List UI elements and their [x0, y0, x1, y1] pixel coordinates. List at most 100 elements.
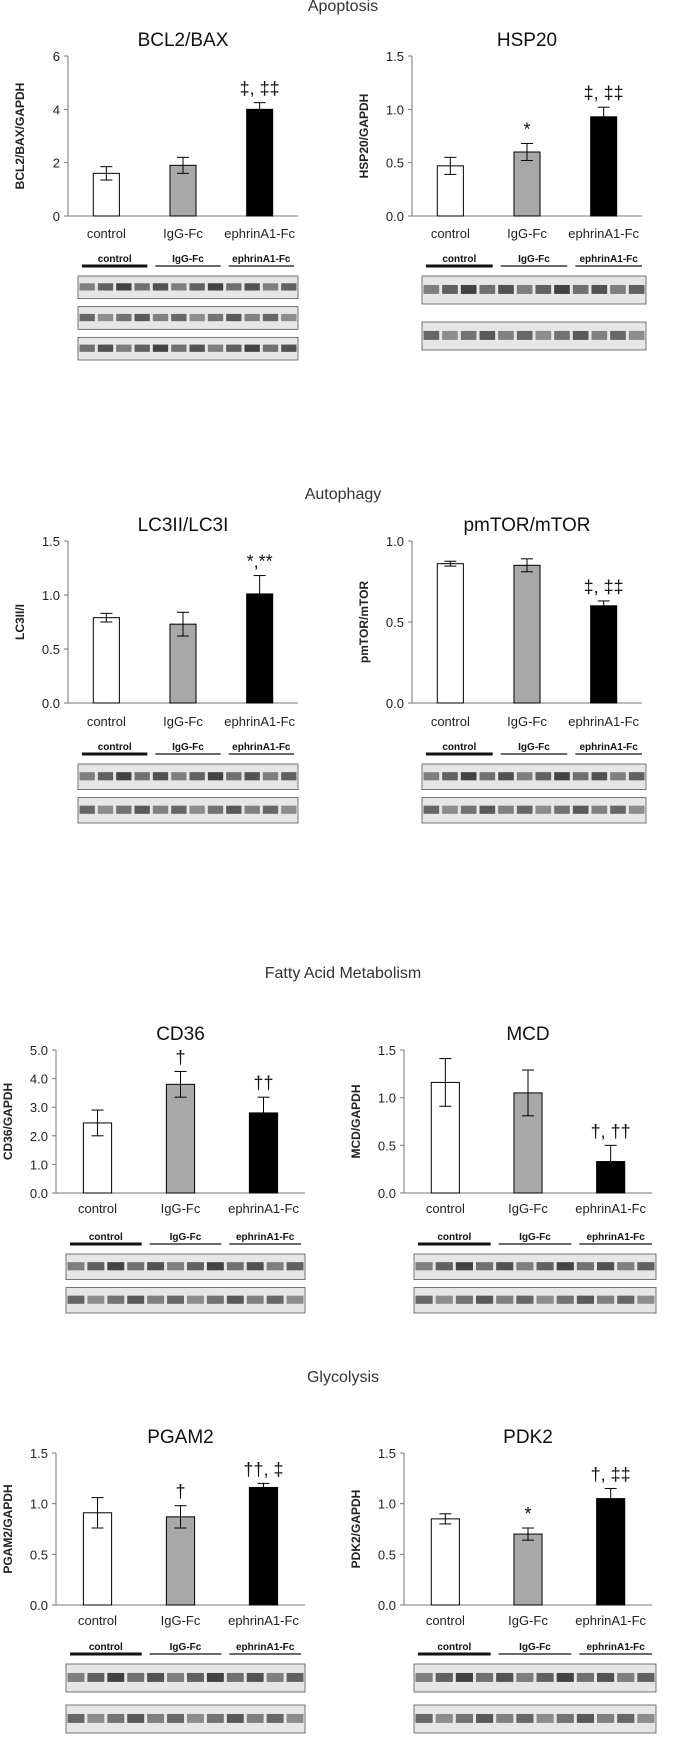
chart-4-blot-band	[67, 1295, 85, 1304]
chart-0-blot-band	[116, 344, 132, 352]
chart-0-category-2: ephrinA1-Fc	[224, 226, 295, 241]
chart-0-blot-band	[244, 344, 260, 352]
chart-5-blot-band	[516, 1295, 534, 1304]
chart-1-blot-lane-label-2: ephrinA1-Fc	[579, 254, 638, 265]
chart-7-category-1: IgG-Fc	[508, 1613, 548, 1628]
chart-4-blot-band	[286, 1295, 304, 1304]
chart-0-ytick-label-2: 4	[53, 102, 60, 117]
chart-4-ytick-label-5: 5.0	[30, 1043, 48, 1058]
chart-6-blot-band	[147, 1713, 165, 1723]
chart-7-blot-band	[617, 1672, 635, 1682]
chart-1-blot-band	[479, 284, 496, 294]
chart-5-blot-strip-bg-1	[413, 1287, 657, 1314]
chart-7-blot-lane-label-2: ephrinA1-Fc	[586, 1642, 645, 1653]
chart-4-title: CD36	[156, 1024, 205, 1045]
chart-6-blot-band	[266, 1672, 284, 1682]
chart-0-blot-lane-label-1: IgG-Fc	[172, 254, 204, 265]
chart-5-blot-lane-label-2: ephrinA1-Fc	[586, 1232, 645, 1243]
chart-0-blot-band	[207, 313, 224, 322]
chart-1-bar-1	[513, 151, 541, 217]
chart-6-blot-band	[286, 1672, 304, 1682]
chart-6-blot-band	[107, 1713, 125, 1723]
chart-4-blot-band	[127, 1262, 145, 1271]
chart-2-category-0: control	[87, 714, 126, 729]
chart-5-ytick-label-2: 1.0	[378, 1091, 396, 1106]
chart-3-blot-band	[572, 805, 589, 814]
chart-5-blot-band	[415, 1262, 433, 1271]
chart-1-blot-lane-label-0: control	[442, 254, 476, 265]
chart-0-blot-band	[281, 283, 297, 291]
chart-4-bar-1	[165, 1083, 196, 1194]
chart-2-blot-band	[281, 805, 297, 814]
chart-7-blot-lane-label-0: control	[437, 1642, 471, 1653]
chart-3-blot-band	[498, 772, 514, 781]
chart-5-blot-lane-label-1: IgG-Fc	[519, 1232, 551, 1243]
chart-7-blot-band	[516, 1672, 534, 1682]
chart-6-category-2: ephrinA1-Fc	[228, 1613, 299, 1628]
chart-0-ytick-label-3: 6	[53, 49, 60, 64]
chart-0-blot-band	[244, 313, 260, 322]
chart-3-ytick-label-2: 1.0	[386, 534, 404, 549]
chart-6-blot-band	[187, 1713, 204, 1723]
chart-5-blot-band	[536, 1262, 554, 1271]
chart-4-ytick-label-1: 1.0	[30, 1157, 48, 1172]
chart-6-blot-band	[206, 1672, 224, 1682]
chart-6-blot-strip-bg-0	[65, 1663, 306, 1693]
chart-7-blot-band	[536, 1672, 554, 1682]
chart-6-ytick-label-0: 0.0	[30, 1598, 48, 1613]
chart-6-ytick-label-2: 1.0	[30, 1497, 48, 1512]
chart-0-blot-band	[207, 283, 224, 291]
chart-6-category-1: IgG-Fc	[161, 1613, 201, 1628]
chart-7-bar-0	[430, 1518, 460, 1606]
chart-2-blot-band	[244, 772, 260, 781]
chart-3-blot-band	[442, 772, 458, 781]
chart-2-blot-band	[171, 805, 187, 814]
chart-7-ytick-label-0: 0.0	[378, 1598, 396, 1613]
chart-5-ytick-label-0: 0.0	[378, 1186, 396, 1201]
chart-6-blot-lane-label-2: ephrinA1-Fc	[236, 1642, 295, 1653]
chart-5-blot-band	[617, 1295, 635, 1304]
chart-1-blot-band	[423, 330, 440, 340]
chart-4-category-0: control	[78, 1201, 117, 1216]
chart-5-blot-band	[556, 1295, 574, 1304]
chart-3-blot-lane-label-0: control	[442, 742, 476, 753]
chart-7-blot-band	[576, 1713, 594, 1723]
chart-3-blot-band	[479, 772, 496, 781]
chart-0-blot-band	[116, 283, 132, 291]
chart-0-blot-band	[189, 344, 205, 352]
chart-3-blot-band	[610, 772, 626, 781]
chart-6-blot-band	[226, 1672, 244, 1682]
chart-5-blot-band	[556, 1262, 574, 1271]
chart-6-blot-band	[147, 1672, 165, 1682]
chart-6-blot-band	[266, 1713, 284, 1723]
chart-1-category-0: control	[431, 226, 470, 241]
chart-4-blot-band	[147, 1262, 165, 1271]
chart-7-blot-band	[516, 1713, 534, 1723]
chart-4-annotation-2: ††	[253, 1073, 273, 1093]
chart-3-blot-band	[423, 805, 440, 814]
chart-0-blot-band	[189, 313, 205, 322]
chart-2-annotation-2: *,**	[247, 552, 273, 572]
chart-0-blot-band	[262, 313, 279, 322]
chart-6-blot-band	[167, 1672, 184, 1682]
chart-0-blot-band	[281, 344, 297, 352]
chart-3-blot-band	[591, 772, 608, 781]
chart-4-blot-band	[107, 1262, 125, 1271]
chart-0-blot-strip-bg-2	[77, 336, 299, 361]
chart-0-blot-band	[244, 283, 260, 291]
chart-2-blot-band	[152, 772, 169, 781]
chart-7-annotation-1: *	[524, 1504, 531, 1524]
chart-3-blot-band	[498, 805, 514, 814]
chart-4-blot-band	[246, 1295, 264, 1304]
chart-6-blot-lane-label-1: IgG-Fc	[170, 1642, 202, 1653]
chart-1-blot-strip-bg-1	[421, 321, 647, 351]
chart-1-blot-band	[610, 330, 626, 340]
chart-2-blot-band	[79, 772, 95, 781]
chart-5-ytick-label-1: 0.5	[378, 1138, 396, 1153]
chart-3-category-2: ephrinA1-Fc	[568, 714, 639, 729]
chart-2-blot-band	[97, 772, 114, 781]
chart-4-blot-band	[206, 1262, 224, 1271]
chart-4-category-2: ephrinA1-Fc	[228, 1201, 299, 1216]
chart-0-blot-band	[134, 313, 150, 322]
chart-2-blot-band	[262, 805, 279, 814]
